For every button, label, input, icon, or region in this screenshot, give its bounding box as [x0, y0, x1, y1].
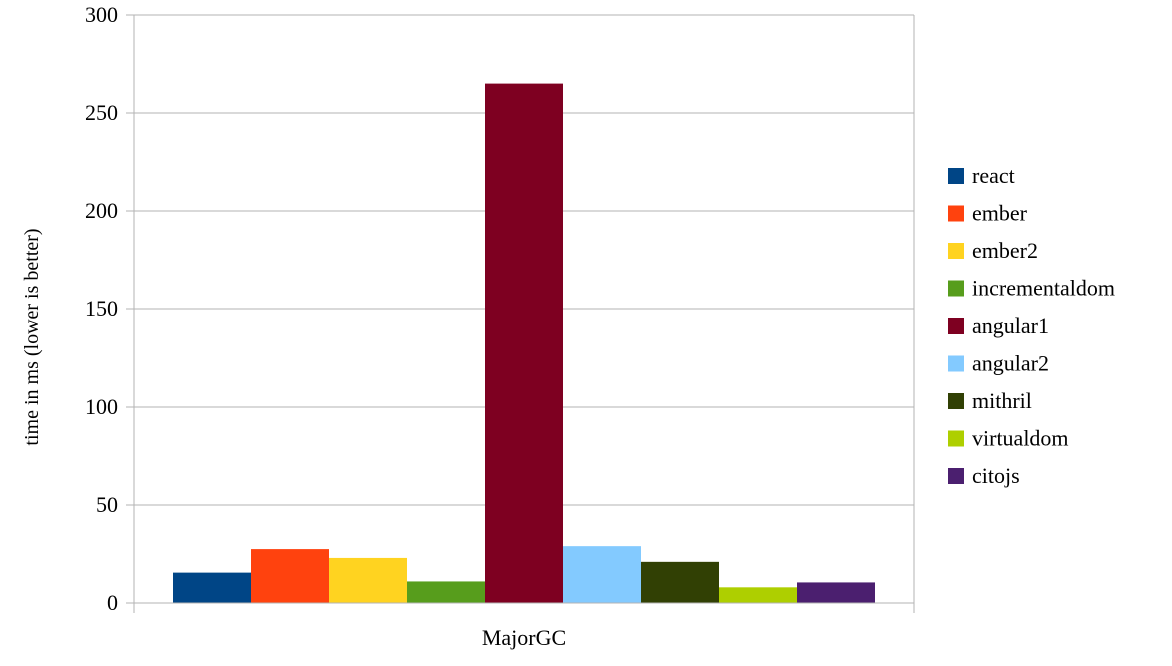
- legend-label-react: react: [972, 163, 1015, 188]
- bar-virtualdom: [719, 587, 797, 603]
- legend-label-mithril: mithril: [972, 388, 1032, 413]
- axes: [126, 14, 915, 613]
- legend-label-citojs: citojs: [972, 463, 1020, 488]
- legend-swatch-react: [948, 168, 964, 184]
- bar-incrementaldom: [407, 581, 485, 603]
- y-tick-label-200: 200: [85, 198, 118, 223]
- bar-angular1: [485, 83, 563, 604]
- legend-label-angular1: angular1: [972, 313, 1049, 338]
- legend-label-virtualdom: virtualdom: [972, 426, 1069, 451]
- bar-react: [173, 572, 251, 603]
- y-tick-label-50: 50: [96, 492, 118, 517]
- legend-label-ember: ember: [972, 201, 1028, 226]
- y-tick-label-300: 300: [85, 2, 118, 27]
- bar-angular2: [563, 546, 641, 603]
- legend-swatch-angular1: [948, 318, 964, 334]
- legend-swatch-ember2: [948, 243, 964, 259]
- y-tick-label-0: 0: [107, 590, 118, 615]
- y-axis-title: time in ms (lower is better): [21, 228, 43, 445]
- legend: react ember ember2 incrementaldom angular1 an…: [948, 163, 1115, 488]
- legend-swatch-incrementaldom: [948, 280, 964, 297]
- bar-citojs: [797, 582, 875, 603]
- legend-swatch-mithril: [948, 393, 964, 409]
- legend-label-angular2: angular2: [972, 351, 1049, 376]
- bar-mithril: [641, 561, 719, 603]
- bar-ember: [251, 549, 329, 603]
- legend-swatch-virtualdom: [948, 430, 964, 447]
- x-tick-label-MajorGC: MajorGC: [482, 625, 566, 650]
- y-tick-label-150: 150: [85, 296, 118, 321]
- bars: [173, 83, 875, 604]
- legend-swatch-angular2: [948, 355, 964, 372]
- tick-labels: 0 50 100 150 200 250 300 MajorGC: [85, 2, 566, 650]
- y-tick-label-250: 250: [85, 100, 118, 125]
- legend-swatch-ember: [948, 205, 964, 222]
- y-tick-label-100: 100: [85, 394, 118, 419]
- bar-ember2: [329, 557, 407, 603]
- legend-label-incrementaldom: incrementaldom: [972, 276, 1115, 301]
- legend-label-ember2: ember2: [972, 238, 1038, 263]
- legend-swatch-citojs: [948, 468, 964, 484]
